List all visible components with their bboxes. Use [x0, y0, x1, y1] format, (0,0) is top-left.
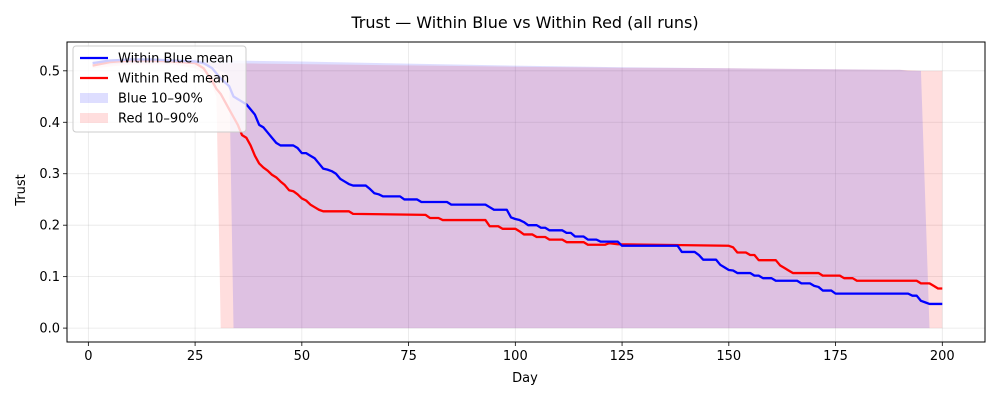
x-tick-label: 25	[187, 349, 204, 364]
legend: Within Blue mean Within Red mean Blue 10–9…	[72, 45, 247, 133]
tick-layer: 0 25 50 75 100 125 150 175 200 0.0 0.1 0.2 0.3 0.4 0.5	[39, 64, 954, 364]
y-tick-label: 0.4	[39, 116, 60, 131]
red-band-area	[92, 60, 943, 329]
x-tick-label: 125	[610, 349, 635, 364]
x-tick-label: 100	[503, 349, 528, 364]
chart-title: Trust — Within Blue vs Within Red (all r…	[350, 13, 698, 32]
x-tick-label: 75	[400, 349, 417, 364]
legend-label: Red 10–90%	[118, 112, 199, 127]
y-tick-label: 0.0	[39, 322, 60, 337]
x-tick-label: 0	[84, 349, 92, 364]
x-tick-label: 175	[823, 349, 848, 364]
blue-mean-line	[92, 58, 943, 306]
y-tick-label: 0.1	[39, 270, 60, 285]
x-axis-label: Day	[512, 371, 538, 386]
x-tick-label: 50	[294, 349, 311, 364]
legend-label: Within Red mean	[118, 72, 229, 87]
axes-frame	[66, 41, 986, 343]
plot-area: 0 25 50 75 100 125 150 175 200 0.0 0.1 0.2 0.3 0.4 0.5	[39, 41, 986, 364]
y-tick-label: 0.3	[39, 167, 60, 182]
band-layer	[92, 57, 943, 329]
x-tick-label: 200	[930, 349, 955, 364]
y-tick-label: 0.2	[39, 219, 60, 234]
blue-band-area	[92, 57, 930, 329]
y-tick-label: 0.5	[39, 64, 60, 79]
legend-blue-band-swatch	[80, 93, 108, 103]
legend-label: Blue 10–90%	[118, 92, 203, 107]
y-axis-label: Trust	[14, 174, 29, 206]
legend-red-band-swatch	[80, 113, 108, 123]
x-tick-label: 150	[716, 349, 741, 364]
legend-label: Within Blue mean	[118, 52, 233, 67]
legend-box	[72, 45, 247, 133]
